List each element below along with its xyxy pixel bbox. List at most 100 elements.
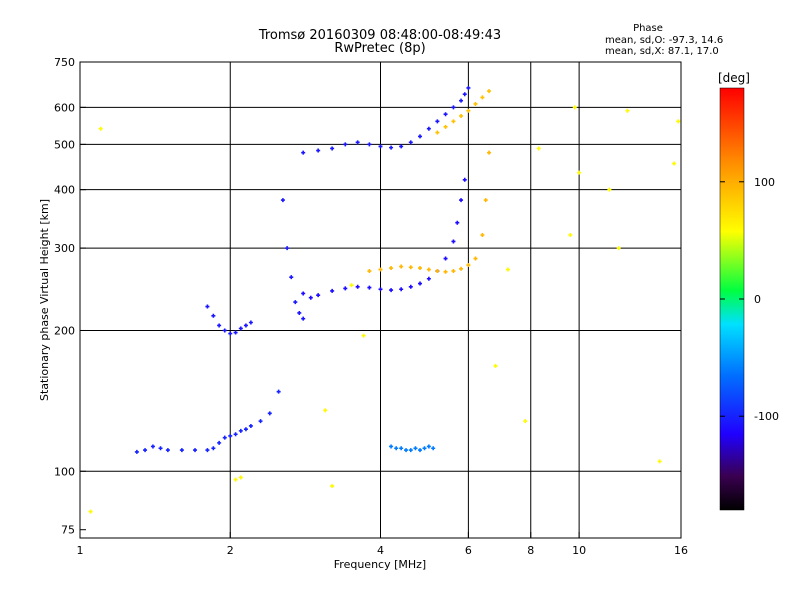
data-point-multiple-hop-echo-o — [408, 140, 413, 145]
data-point-f2-o-trace — [459, 198, 464, 203]
data-point-e-trace-o — [205, 448, 210, 453]
data-point-multiple-hop-echo-x — [451, 119, 456, 124]
data-point-multiple-hop-echo-x — [473, 101, 478, 106]
data-point-multiple-hop-echo-o — [316, 148, 321, 153]
data-point-e-trace-o — [233, 432, 238, 437]
x-tick-label: 6 — [465, 544, 472, 557]
x-tick-label: 10 — [572, 544, 586, 557]
data-point-e-trace-o — [158, 446, 163, 451]
data-point-e-trace-o — [179, 448, 184, 453]
data-point-f2-o-trace — [443, 256, 448, 261]
y-tick-label: 600 — [54, 101, 75, 114]
data-point-e-trace-o — [276, 389, 281, 394]
data-point-multiple-hop-echo-x — [435, 130, 440, 135]
data-point-f2-x-trace — [483, 198, 488, 203]
colorbar-label: [deg] — [718, 71, 750, 85]
data-point-sporadic-e-mixed — [426, 444, 431, 449]
data-point-sporadic-e-mixed — [413, 446, 418, 451]
data-point-multiple-hop-echo-o — [399, 144, 404, 149]
data-point-e-trace-o — [165, 448, 170, 453]
data-point-sporadic-e-mixed — [408, 448, 413, 453]
data-point-sporadic-e-mixed — [404, 448, 409, 453]
data-point-f2-o-trace — [308, 295, 313, 300]
data-point-noise — [577, 170, 582, 175]
data-point-f1-cusp-o — [233, 330, 238, 335]
data-point-f2-o-trace — [301, 291, 306, 296]
data-point-noise — [330, 484, 335, 489]
data-point-noise — [238, 475, 243, 480]
data-point-multiple-hop-echo-x — [487, 89, 492, 94]
data-point-noise — [233, 477, 238, 482]
data-point-f2-x-trace — [408, 265, 413, 270]
data-point-e-trace-o — [267, 411, 272, 416]
data-point-multiple-hop-echo-x — [480, 95, 485, 100]
chart-subtitle: RwPretec (8p) — [334, 41, 425, 56]
data-point-f1-cusp-o — [217, 323, 222, 328]
data-point-f2-x-trace — [367, 269, 372, 274]
data-point-f2-o-trace — [451, 239, 456, 244]
phase-stats-title: Phase — [633, 23, 663, 34]
data-point-multiple-hop-echo-o — [367, 142, 372, 147]
data-point-f2-x-trace — [435, 269, 440, 274]
data-point-f2-x-trace — [459, 266, 464, 271]
data-point-noise — [568, 233, 573, 238]
data-point-noise — [676, 119, 681, 124]
data-point-f2-x-trace — [480, 233, 485, 238]
data-point-multiple-hop-echo-o — [389, 145, 394, 150]
data-point-multiple-hop-echo-o — [330, 146, 335, 151]
data-point-noise — [505, 267, 510, 272]
data-point-e-trace-o — [238, 428, 243, 433]
data-point-f2-x-trace — [378, 267, 383, 272]
data-point-multiple-hop-echo-o — [418, 134, 423, 139]
data-point-f2-x-trace — [487, 150, 492, 155]
data-point-f1-cusp-o — [238, 326, 243, 331]
data-point-multiple-hop-echo-o — [443, 112, 448, 117]
data-point-f2-o-trace — [330, 288, 335, 293]
data-point-noise — [657, 459, 662, 464]
axes: 1 2 4 6 8 10 16 75 100 200 300 400 500 600 750 — [54, 56, 688, 557]
data-point-f2-o-trace — [455, 220, 460, 225]
y-tick-label: 200 — [54, 324, 75, 337]
data-point-f2-x-trace — [451, 269, 456, 274]
data-point-f2-o-trace — [343, 286, 348, 291]
data-point-noise — [523, 419, 528, 424]
x-tick-label: 16 — [674, 544, 688, 557]
x-tick-label: 1 — [77, 544, 84, 557]
data-point-noise — [625, 108, 630, 113]
data-point-f2-o-trace — [426, 276, 431, 281]
data-point-f1-cusp-o — [228, 331, 233, 336]
data-point-sporadic-e-mixed — [422, 446, 427, 451]
data-point-noise — [493, 363, 498, 368]
data-point-f1-cusp-o — [211, 313, 216, 318]
x-axis-label: Frequency [MHz] — [334, 558, 426, 571]
data-point-noise — [349, 283, 354, 288]
data-point-noise — [323, 408, 328, 413]
data-point-noise — [536, 146, 541, 151]
x-tick-label: 2 — [227, 544, 234, 557]
gridlines — [80, 62, 681, 538]
data-point-f1-cusp-o — [285, 246, 290, 251]
data-point-sporadic-e-mixed — [389, 444, 394, 449]
y-tick-label: 400 — [54, 184, 75, 197]
colorbar-tick-label: 0 — [754, 293, 761, 306]
data-point-multiple-hop-echo-o — [462, 92, 467, 97]
data-point-f1-cusp-o — [243, 323, 248, 328]
data-point-f2-o-trace — [389, 288, 394, 293]
data-point-f2-o-trace — [418, 281, 423, 286]
chart-title: Tromsø 20160309 08:48:00-08:49:43 — [258, 28, 501, 43]
data-point-noise — [98, 126, 103, 131]
x-tick-label: 4 — [377, 544, 384, 557]
y-axis-label: Stationary phase Virtual Height [km] — [38, 199, 51, 401]
y-tick-label: 100 — [54, 465, 75, 478]
data-point-f1-cusp-o — [297, 310, 302, 315]
data-point-noise — [572, 105, 577, 110]
data-point-sporadic-e-mixed — [394, 446, 399, 451]
data-point-e-trace-o — [222, 435, 227, 440]
data-point-f2-x-trace — [466, 263, 471, 268]
data-points — [88, 85, 681, 514]
data-point-e-trace-o — [258, 419, 263, 424]
y-tick-label: 500 — [54, 138, 75, 151]
data-point-multiple-hop-echo-o — [343, 142, 348, 147]
data-point-e-trace-o — [248, 423, 253, 428]
data-point-f2-o-trace — [462, 177, 467, 182]
